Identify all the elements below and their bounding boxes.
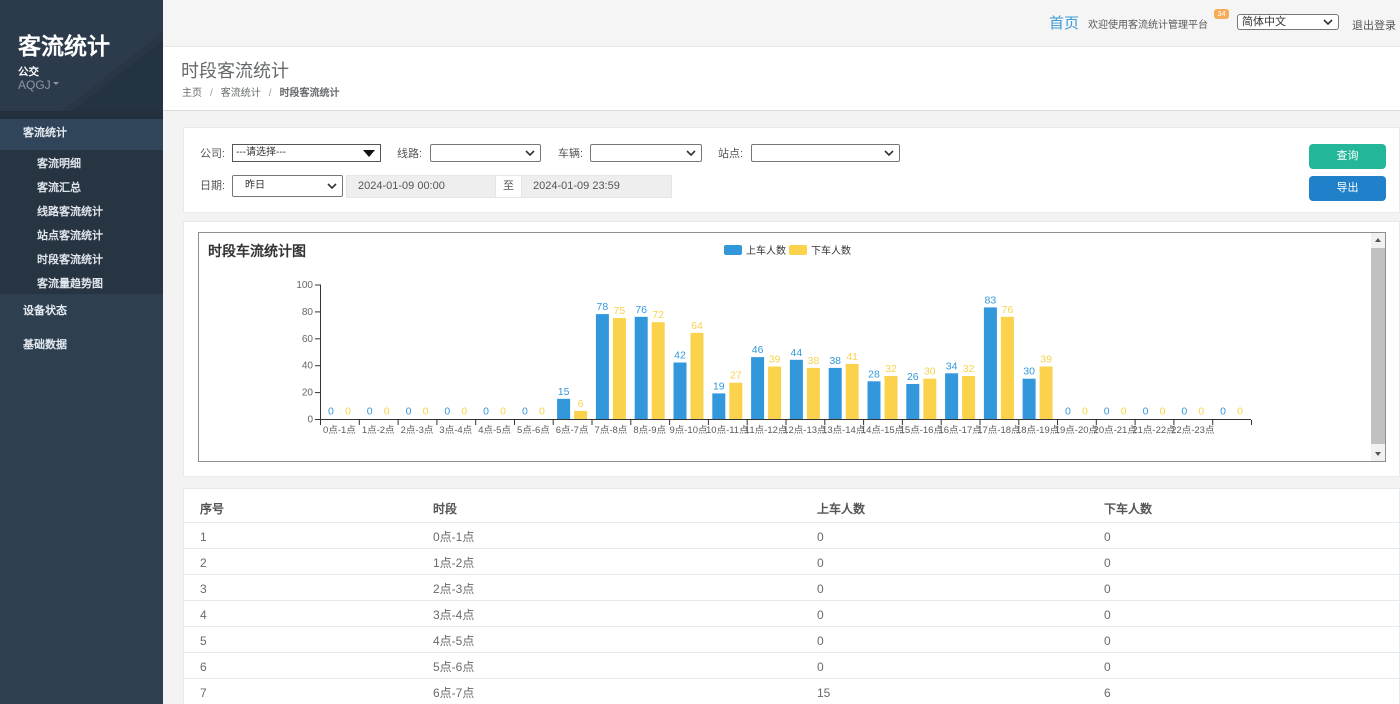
- svg-text:7点-8点: 7点-8点: [595, 425, 628, 436]
- svg-text:0: 0: [1181, 406, 1187, 418]
- svg-text:11点-12点: 11点-12点: [745, 425, 788, 436]
- svg-text:0: 0: [1160, 406, 1166, 418]
- svg-text:15: 15: [558, 386, 570, 398]
- svg-text:18点-19点: 18点-19点: [1016, 425, 1060, 436]
- svg-text:100: 100: [296, 280, 313, 291]
- svg-text:38: 38: [808, 355, 820, 367]
- svg-text:15点-16点: 15点-16点: [900, 425, 944, 436]
- svg-text:44: 44: [791, 347, 803, 359]
- svg-text:22点-23点: 22点-23点: [1171, 425, 1215, 436]
- svg-text:21点-22点: 21点-22点: [1132, 425, 1176, 436]
- svg-text:13点-14点: 13点-14点: [822, 425, 866, 436]
- svg-text:6: 6: [578, 398, 584, 410]
- svg-text:72: 72: [652, 309, 664, 321]
- svg-text:上车人数: 上车人数: [746, 244, 786, 257]
- svg-text:2点-3点: 2点-3点: [401, 425, 434, 436]
- svg-text:76: 76: [635, 304, 647, 316]
- svg-text:0: 0: [1237, 406, 1243, 418]
- svg-text:3点-4点: 3点-4点: [439, 425, 472, 436]
- svg-text:0: 0: [461, 406, 467, 418]
- svg-text:12点-13点: 12点-13点: [783, 425, 827, 436]
- svg-text:0: 0: [1065, 406, 1071, 418]
- svg-text:40: 40: [302, 361, 314, 372]
- svg-text:42: 42: [674, 350, 686, 362]
- svg-text:30: 30: [924, 366, 936, 378]
- svg-text:39: 39: [1040, 354, 1052, 366]
- svg-text:30: 30: [1023, 366, 1035, 378]
- svg-text:16点-17点: 16点-17点: [938, 425, 982, 436]
- svg-text:10点-11点: 10点-11点: [706, 425, 749, 436]
- svg-text:75: 75: [614, 305, 626, 317]
- svg-text:38: 38: [829, 355, 841, 367]
- svg-text:0: 0: [1082, 406, 1088, 418]
- svg-text:14点-15点: 14点-15点: [861, 425, 905, 436]
- svg-text:5点-6点: 5点-6点: [517, 425, 550, 436]
- svg-text:0: 0: [1220, 406, 1226, 418]
- svg-text:64: 64: [691, 320, 703, 332]
- svg-text:19: 19: [713, 380, 725, 392]
- svg-text:0: 0: [1121, 406, 1127, 418]
- svg-text:80: 80: [302, 307, 314, 318]
- svg-text:0: 0: [384, 406, 390, 418]
- svg-text:19点-20点: 19点-20点: [1055, 425, 1099, 436]
- svg-text:20: 20: [302, 388, 314, 399]
- svg-text:下车人数: 下车人数: [811, 244, 851, 257]
- svg-text:0: 0: [522, 406, 528, 418]
- svg-text:78: 78: [597, 301, 609, 313]
- svg-text:28: 28: [868, 368, 880, 380]
- svg-text:0: 0: [1143, 406, 1149, 418]
- svg-text:17点-18点: 17点-18点: [977, 425, 1021, 436]
- svg-text:0: 0: [500, 406, 506, 418]
- svg-text:1点-2点: 1点-2点: [362, 425, 395, 436]
- svg-text:6点-7点: 6点-7点: [556, 425, 589, 436]
- svg-text:4点-5点: 4点-5点: [478, 425, 511, 436]
- svg-text:32: 32: [885, 363, 897, 375]
- svg-text:46: 46: [752, 344, 764, 356]
- svg-text:8点-9点: 8点-9点: [633, 425, 666, 436]
- svg-text:27: 27: [730, 370, 742, 382]
- svg-text:0: 0: [444, 406, 450, 418]
- svg-text:26: 26: [907, 371, 919, 383]
- svg-text:0: 0: [367, 406, 373, 418]
- svg-text:0: 0: [539, 406, 545, 418]
- svg-text:0: 0: [423, 406, 429, 418]
- svg-text:时段车流统计图: 时段车流统计图: [208, 243, 306, 259]
- svg-text:0: 0: [307, 415, 313, 426]
- svg-text:39: 39: [769, 354, 781, 366]
- svg-text:60: 60: [302, 334, 314, 345]
- svg-text:0: 0: [1198, 406, 1204, 418]
- svg-text:76: 76: [1002, 304, 1014, 316]
- svg-text:41: 41: [846, 351, 858, 363]
- svg-text:0点-1点: 0点-1点: [323, 425, 356, 436]
- svg-text:83: 83: [985, 294, 997, 306]
- svg-text:34: 34: [946, 360, 958, 372]
- svg-text:32: 32: [963, 363, 975, 375]
- svg-text:0: 0: [483, 406, 489, 418]
- svg-text:0: 0: [406, 406, 412, 418]
- svg-text:0: 0: [345, 406, 351, 418]
- svg-text:20点-21点: 20点-21点: [1094, 425, 1138, 436]
- svg-text:9点-10点: 9点-10点: [669, 425, 708, 436]
- svg-text:0: 0: [328, 406, 334, 418]
- svg-text:0: 0: [1104, 406, 1110, 418]
